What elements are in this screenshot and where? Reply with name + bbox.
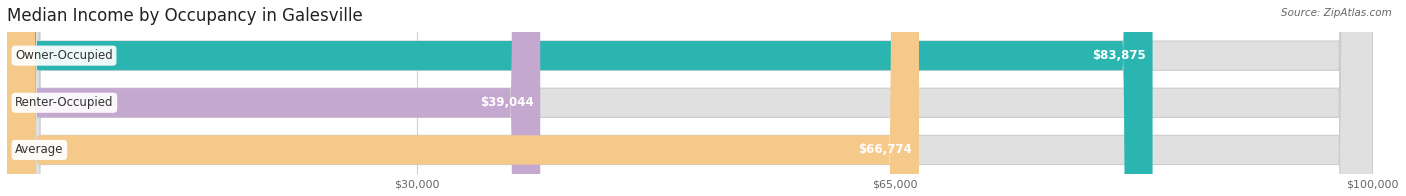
FancyBboxPatch shape xyxy=(7,0,1372,196)
Text: Average: Average xyxy=(15,143,63,156)
FancyBboxPatch shape xyxy=(7,0,1153,196)
Text: Renter-Occupied: Renter-Occupied xyxy=(15,96,114,109)
Text: $83,875: $83,875 xyxy=(1092,49,1146,62)
Text: Median Income by Occupancy in Galesville: Median Income by Occupancy in Galesville xyxy=(7,7,363,25)
FancyBboxPatch shape xyxy=(7,0,1372,196)
Text: Source: ZipAtlas.com: Source: ZipAtlas.com xyxy=(1281,8,1392,18)
Text: Owner-Occupied: Owner-Occupied xyxy=(15,49,112,62)
FancyBboxPatch shape xyxy=(7,0,540,196)
Text: $39,044: $39,044 xyxy=(479,96,533,109)
Text: $66,774: $66,774 xyxy=(859,143,912,156)
FancyBboxPatch shape xyxy=(7,0,1372,196)
FancyBboxPatch shape xyxy=(7,0,920,196)
